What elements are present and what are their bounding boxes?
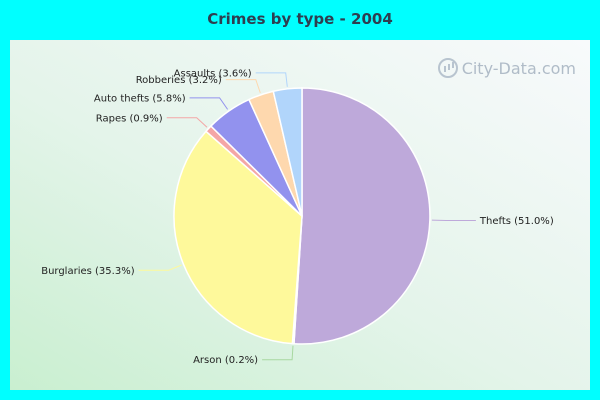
slice-label-rapes: Rapes (0.9%) [96,113,163,124]
slice-label-burglaries: Burglaries (35.3%) [41,266,134,277]
leader-line-assaults [255,72,288,87]
plot-area: City-Data.com Thefts (51.0%) Arson (0.2%)… [10,40,590,390]
pie-chart: Thefts (51.0%) Arson (0.2%) Burglaries (35… [41,68,554,366]
slice-label-assaults: Assaults (3.6%) [174,68,252,79]
watermark: City-Data.com [437,58,576,78]
slice-label-thefts: Thefts (51.0%) [479,216,554,227]
leader-line-rapes [166,117,208,128]
pie-slice-assaults [272,87,303,217]
slice-label-robberies: Robberies (3.2%) [136,75,222,86]
pie-slice-burglaries [173,130,303,345]
city-data-logo-icon [437,58,458,78]
pie-slice-thefts [293,87,431,345]
slice-label-auto-thefts: Auto thefts (5.8%) [94,93,186,104]
leader-line-auto-thefts [189,97,229,110]
leader-line-robberies [225,79,261,94]
chart-title: Crimes by type - 2004 [207,10,393,28]
leader-line-burglaries [138,264,182,271]
slice-label-arson: Arson (0.2%) [193,355,258,366]
watermark-text: City-Data.com [461,58,576,78]
leader-line-arson [262,345,294,361]
